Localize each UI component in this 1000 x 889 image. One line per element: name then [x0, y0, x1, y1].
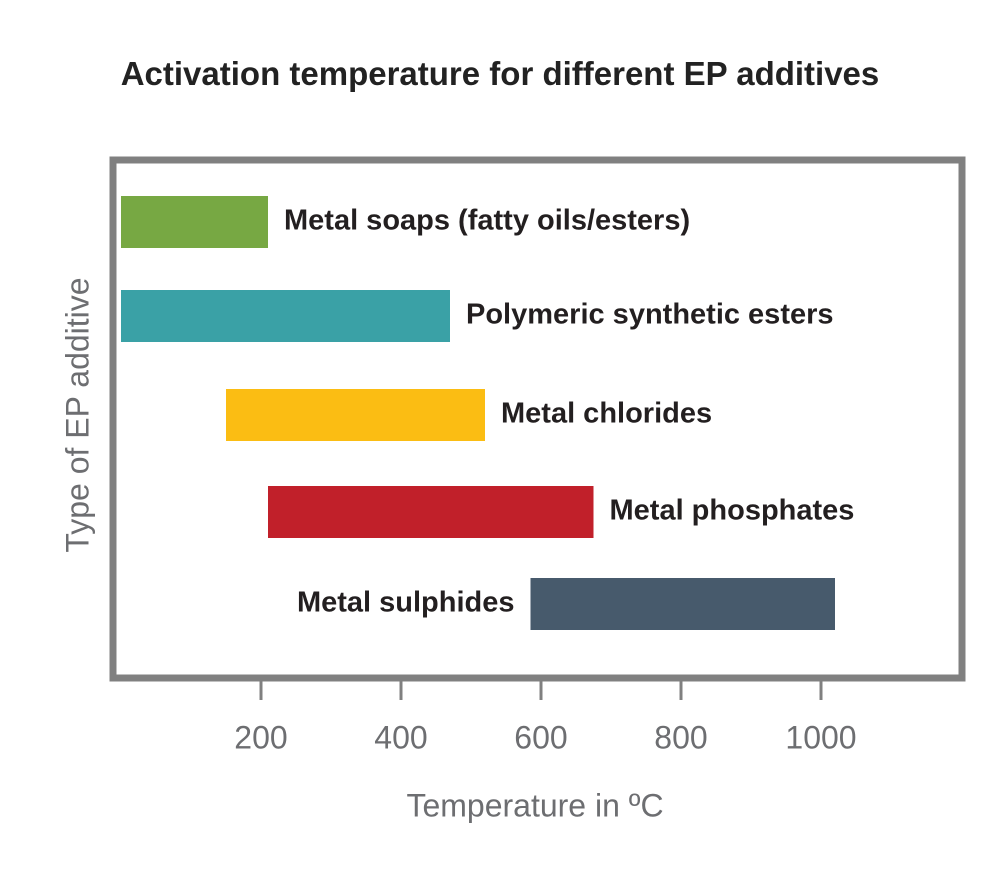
- bar-label: Metal phosphates: [610, 495, 855, 527]
- bar: [121, 196, 268, 248]
- bar: [268, 486, 594, 538]
- bar-label: Polymeric synthetic esters: [466, 299, 834, 331]
- bar: [530, 578, 835, 630]
- x-tick-label: 400: [374, 719, 427, 755]
- x-tick-label: 1000: [785, 719, 856, 755]
- y-axis-label: Type of EP additive: [59, 277, 95, 552]
- bar-label: Metal soaps (fatty oils/esters): [284, 205, 690, 237]
- x-axis-label: Temperature in ºC: [406, 787, 663, 823]
- plot-frame: [109, 156, 966, 682]
- bar: [121, 290, 450, 342]
- bar: [226, 389, 485, 441]
- x-tick-label: 800: [654, 719, 707, 755]
- bar-label: Metal chlorides: [501, 398, 712, 430]
- x-tick-label: 200: [234, 719, 287, 755]
- chart-title: Activation temperature for different EP …: [120, 55, 880, 92]
- x-tick-label: 600: [514, 719, 567, 755]
- bar-label: Metal sulphides: [297, 587, 515, 619]
